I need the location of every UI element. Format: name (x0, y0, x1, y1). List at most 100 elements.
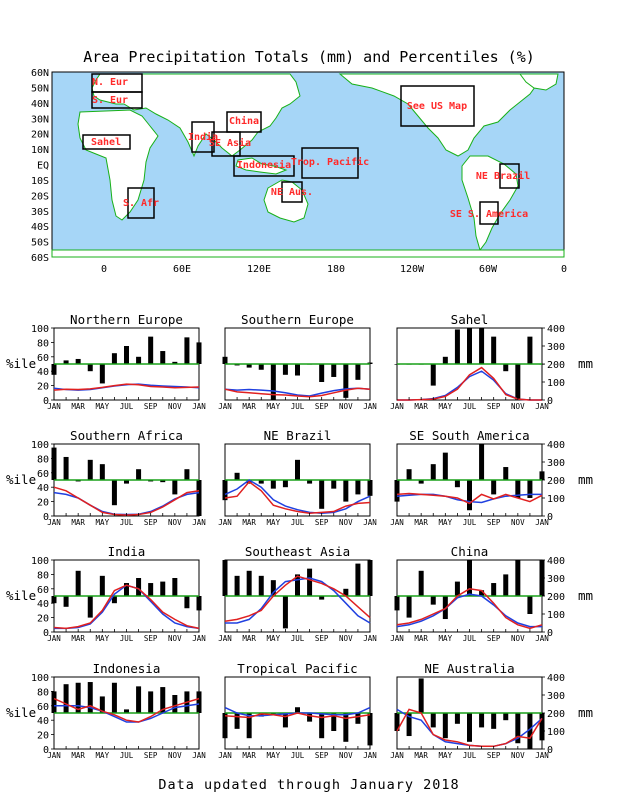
month-label: JAN (47, 634, 61, 643)
pct-tick-label: 0 (43, 745, 49, 756)
month-label: JAN (218, 518, 232, 527)
month-label: MAR (414, 402, 428, 411)
percentile-bar (406, 596, 412, 618)
percentile-bar (63, 456, 69, 480)
percentile-bar (63, 596, 69, 607)
percentile-bar (467, 560, 472, 596)
month-label: MAR (242, 634, 256, 643)
mm-tick-label: 0 (547, 745, 553, 756)
percentile-bar (343, 364, 349, 398)
normal-precip-line (396, 593, 542, 628)
percentile-bar (307, 480, 313, 484)
month-label: MAY (96, 402, 110, 411)
lat-label: 20N (31, 130, 49, 141)
month-label: MAR (414, 518, 428, 527)
percentile-bar (111, 353, 117, 364)
month-label: NOV (168, 402, 182, 411)
percentile-bar (75, 570, 81, 596)
percentile-bar (148, 336, 154, 364)
month-label: NOV (511, 634, 525, 643)
percentile-bar (418, 678, 424, 713)
panel-title: Southern Africa (70, 428, 183, 443)
panel-title: NE Australia (424, 661, 514, 676)
percentile-bar (406, 469, 412, 480)
normal-precip-line (54, 703, 200, 723)
month-label: NOV (339, 751, 353, 760)
month-label: MAY (439, 402, 453, 411)
percentile-bar (124, 709, 129, 713)
pct-tick-label: 100 (31, 556, 49, 567)
percentile-bar (184, 596, 190, 609)
observed-precip-line (396, 708, 543, 748)
observed-precip-line (224, 575, 371, 622)
panel-ne-brazil: NE Brazil JAN MAR MAY JUL SEP NOV JAN (218, 428, 377, 527)
normal-precip-line (224, 479, 371, 515)
lon-label: 120E (247, 264, 271, 275)
percentile-bar (515, 713, 521, 744)
percentile-bar (282, 713, 288, 728)
percentile-bar (454, 713, 460, 724)
pct-tick-label: 80 (37, 687, 49, 698)
percentile-bar (430, 713, 436, 728)
percentile-bar (136, 356, 142, 364)
percentile-bar (234, 713, 240, 729)
panel-southern-europe: Southern Europe JAN MAR MAY JUL SEP NOV JAN (218, 312, 377, 411)
percentile-bar (307, 568, 313, 596)
lat-label: 10N (31, 145, 49, 156)
observed-precip-line (53, 383, 200, 391)
percentile-bar (222, 356, 228, 364)
pct-tick-label: 40 (37, 716, 49, 727)
percentile-bar (87, 682, 93, 713)
month-label: MAR (71, 402, 85, 411)
mm-axis-label: mm (578, 472, 593, 487)
month-label: SEP (487, 402, 501, 411)
percentile-bar (367, 480, 373, 496)
percentile-bar (355, 480, 361, 495)
pct-tick-label: 80 (37, 570, 49, 581)
percentile-bar (454, 581, 460, 596)
month-label: SEP (315, 634, 329, 643)
percentile-bar (479, 444, 485, 480)
percentile-bar (148, 691, 154, 713)
mm-axis-label: mm (578, 356, 593, 371)
percentile-bar (63, 684, 69, 713)
lat-label: 30N (31, 114, 49, 125)
percentile-bar (184, 337, 190, 364)
box-trop-pacific (301, 147, 359, 179)
month-label: MAR (414, 634, 428, 643)
percentile-bar (99, 364, 105, 384)
month-label: MAY (96, 518, 110, 527)
region-label: SE S. America (450, 208, 528, 220)
month-label: JUL (291, 751, 305, 760)
pct-axis-label: %ile (6, 588, 36, 603)
percentile-bar (234, 575, 240, 596)
pct-tick-label: 40 (37, 599, 49, 610)
percentile-bar (234, 472, 240, 480)
panel-title: Northern Europe (70, 312, 183, 327)
month-label: SEP (144, 402, 158, 411)
month-label: JUL (120, 751, 134, 760)
month-label: JAN (363, 634, 377, 643)
month-label: JAN (192, 518, 206, 527)
mm-tick-label: 200 (547, 360, 565, 371)
month-label: JAN (390, 751, 404, 760)
month-label: JUL (463, 634, 477, 643)
month-label: JAN (535, 402, 549, 411)
percentile-bar (87, 364, 93, 372)
region-label: Trop. Pacific (291, 156, 369, 168)
percentile-bar (418, 480, 424, 484)
mm-tick-label: 0 (547, 396, 553, 407)
panel-title: India (108, 544, 146, 559)
percentile-bar (527, 336, 533, 364)
percentile-bar (51, 596, 57, 604)
mm-tick-label: 100 (547, 610, 565, 621)
map-land (51, 73, 565, 258)
lon-label: 60W (479, 264, 498, 275)
panel-title: NE Brazil (264, 428, 332, 443)
observed-precip-line (396, 492, 543, 505)
month-label: NOV (511, 518, 525, 527)
percentile-bar (479, 328, 485, 364)
percentile-bar (196, 480, 202, 516)
